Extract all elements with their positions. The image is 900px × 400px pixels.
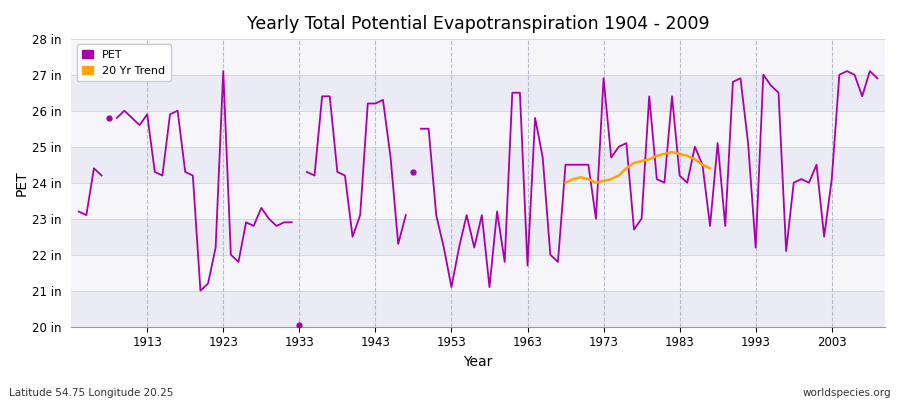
Bar	[71, 291, 885, 327]
X-axis label: Year: Year	[464, 355, 493, 369]
Bar	[71, 219, 885, 255]
Y-axis label: PET: PET	[15, 170, 29, 196]
Bar	[71, 111, 885, 147]
Legend: PET, 20 Yr Trend: PET, 20 Yr Trend	[76, 44, 171, 81]
Bar	[71, 39, 885, 75]
Bar	[71, 147, 885, 183]
Bar	[71, 183, 885, 219]
Bar	[71, 255, 885, 291]
Title: Yearly Total Potential Evapotranspiration 1904 - 2009: Yearly Total Potential Evapotranspiratio…	[247, 15, 709, 33]
Bar	[71, 75, 885, 111]
Text: worldspecies.org: worldspecies.org	[803, 388, 891, 398]
Text: Latitude 54.75 Longitude 20.25: Latitude 54.75 Longitude 20.25	[9, 388, 174, 398]
